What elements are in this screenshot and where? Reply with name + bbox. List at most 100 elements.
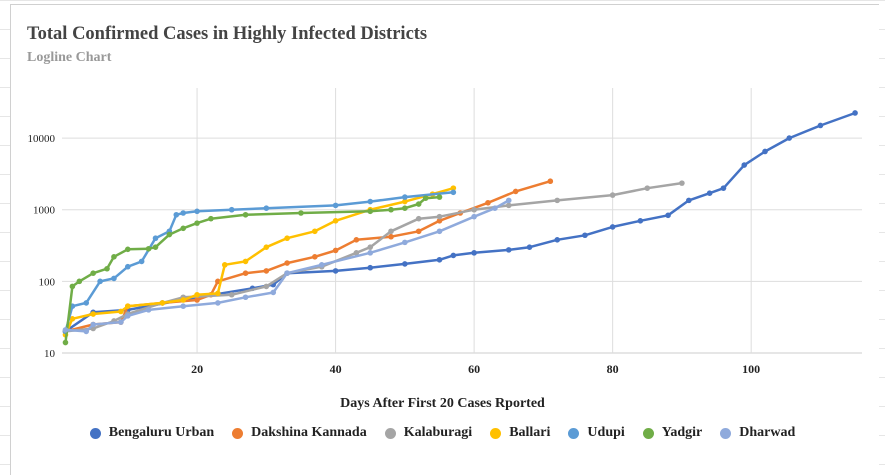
data-point: [554, 197, 561, 204]
legend-label: Yadgir: [661, 425, 703, 440]
data-point: [228, 206, 235, 213]
data-point: [505, 197, 512, 204]
data-point: [644, 185, 651, 191]
series-line-udupi: [64, 191, 454, 332]
data-point: [686, 197, 692, 204]
legend-item[interactable]: Kalaburagi: [384, 425, 473, 441]
data-point: [97, 278, 103, 285]
data-point: [665, 212, 671, 219]
data-point: [332, 268, 339, 274]
data-point: [367, 208, 374, 215]
data-point: [547, 178, 554, 185]
data-point: [145, 307, 152, 313]
data-point: [450, 185, 457, 191]
data-point: [194, 291, 200, 298]
legend-label: Dharwad: [739, 425, 796, 440]
data-point: [166, 231, 173, 238]
data-point: [679, 180, 685, 186]
legend-marker-icon: [232, 427, 244, 439]
legend-marker-icon: [89, 427, 101, 439]
data-point: [152, 235, 159, 242]
data-point: [208, 215, 214, 222]
data-point: [104, 265, 110, 272]
data-point: [312, 228, 318, 235]
legend: Bengaluru Urban Dakshina Kannada Kalaburag…: [0, 425, 885, 441]
data-point: [263, 244, 270, 250]
data-point: [415, 215, 422, 222]
data-point: [125, 313, 131, 319]
data-point: [852, 110, 858, 116]
data-point: [436, 256, 443, 263]
data-point: [298, 210, 304, 216]
legend-label: Kalaburagi: [403, 425, 473, 440]
data-point: [485, 199, 491, 206]
data-point: [83, 300, 90, 306]
data-point: [436, 218, 443, 224]
y-tick-label: 10: [44, 348, 56, 360]
data-point: [526, 244, 533, 250]
series-line-dharwad: [65, 199, 510, 333]
legend-item[interactable]: Ballari: [490, 425, 550, 441]
data-point: [118, 319, 124, 325]
legend-item[interactable]: Dakshina Kannada: [232, 425, 367, 441]
data-point: [415, 201, 422, 207]
data-point: [554, 237, 561, 243]
data-point: [353, 250, 360, 256]
data-point: [402, 198, 408, 205]
data-point: [436, 194, 443, 200]
data-point: [118, 308, 124, 315]
data-point: [111, 275, 117, 282]
data-point: [62, 327, 69, 333]
legend-item[interactable]: Bengaluru Urban: [89, 425, 215, 441]
data-point: [388, 233, 394, 240]
legend-label: Bengaluru Urban: [108, 425, 215, 440]
legend-marker-icon: [490, 427, 502, 439]
chart-subtitle: Logline Chart: [27, 50, 112, 65]
x-tick-label: 40: [330, 362, 342, 376]
data-point: [263, 205, 270, 211]
data-point: [332, 202, 339, 209]
legend-marker-icon: [642, 427, 654, 439]
data-point: [388, 206, 394, 213]
data-point: [125, 246, 131, 253]
data-point: [436, 213, 443, 220]
data-point: [284, 270, 290, 276]
legend-marker-icon: [384, 427, 396, 439]
legend-item[interactable]: Dharwad: [720, 425, 795, 441]
legend-marker-icon: [720, 427, 732, 439]
data-point: [512, 188, 519, 195]
data-point: [180, 303, 187, 310]
data-point: [786, 135, 793, 141]
data-point: [817, 122, 824, 129]
data-point: [69, 283, 76, 290]
data-point: [312, 254, 318, 260]
data-point: [138, 258, 145, 265]
data-point: [173, 211, 180, 218]
data-point: [263, 283, 270, 290]
data-point: [706, 190, 713, 197]
data-point: [62, 339, 69, 346]
chart-title: Total Confirmed Cases in Highly Infected…: [27, 24, 428, 44]
data-point: [228, 291, 235, 298]
y-tick-label: 100: [39, 276, 56, 288]
data-point: [762, 148, 768, 155]
data-point: [367, 244, 374, 250]
data-point: [194, 208, 200, 215]
data-point: [242, 294, 249, 301]
legend-marker-icon: [568, 427, 580, 439]
data-point: [221, 262, 228, 268]
data-point: [159, 300, 166, 306]
data-point: [90, 270, 96, 276]
legend-item[interactable]: Yadgir: [642, 425, 703, 441]
data-point: [471, 206, 477, 213]
data-point: [720, 185, 727, 191]
data-point: [388, 228, 394, 235]
data-point: [505, 247, 512, 253]
data-point: [242, 211, 249, 218]
data-point: [263, 268, 270, 274]
legend-item[interactable]: Udupi: [568, 425, 625, 441]
data-point: [152, 244, 159, 250]
data-point: [284, 235, 290, 242]
data-point: [402, 261, 408, 267]
data-point: [215, 300, 221, 306]
